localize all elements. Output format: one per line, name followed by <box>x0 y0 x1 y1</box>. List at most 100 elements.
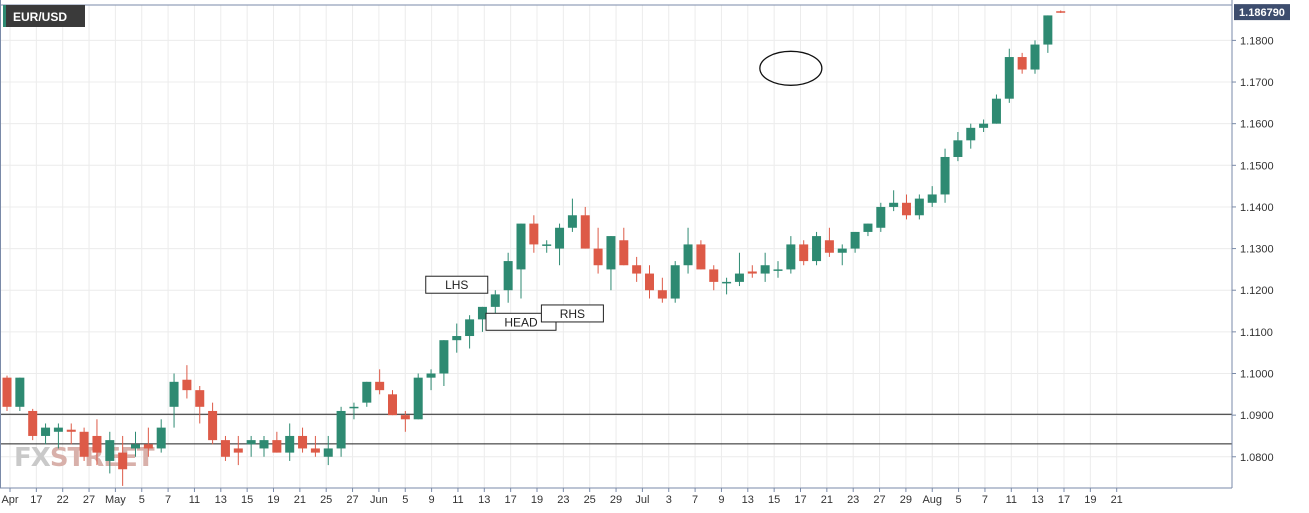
candle-bearish <box>696 244 706 270</box>
candle-bearish <box>272 440 282 453</box>
x-tick-label: 25 <box>320 494 332 506</box>
candle-bullish <box>349 406 359 409</box>
candle-bearish <box>182 379 192 391</box>
candle-bearish <box>400 415 410 420</box>
y-tick-label: 1.1600 <box>1240 119 1274 131</box>
candle-bullish <box>516 223 526 270</box>
y-tick-label: 1.1400 <box>1240 202 1274 214</box>
x-tick-label: 7 <box>165 494 171 506</box>
candle-bullish <box>683 244 693 266</box>
annotation-box <box>425 275 489 294</box>
symbol-badge-accent <box>3 5 6 27</box>
x-tick-label: 7 <box>982 494 988 506</box>
candle-bullish <box>940 156 950 195</box>
grid-lines <box>0 5 1232 488</box>
candle-bullish <box>439 340 449 374</box>
x-tick-label: 17 <box>1058 494 1070 506</box>
x-tick-label: 17 <box>30 494 42 506</box>
x-tick-label: 9 <box>718 494 724 506</box>
x-tick-label: 15 <box>768 494 780 506</box>
candle-bullish <box>979 123 989 128</box>
y-tick-label: 1.1700 <box>1240 77 1274 89</box>
x-tick-label: Apr <box>1 494 18 506</box>
candle-bullish <box>966 127 976 141</box>
candle-bullish <box>131 444 140 449</box>
candle-bullish <box>889 202 899 207</box>
candle-bullish <box>362 381 372 403</box>
candle-bullish <box>991 98 1001 124</box>
x-tick-label: 29 <box>900 494 912 506</box>
candle-bullish <box>426 373 436 378</box>
x-tick-label: 21 <box>294 494 306 506</box>
candles <box>2 10 1066 486</box>
y-tick-label: 1.1500 <box>1240 160 1274 172</box>
current-price-label: 1.186790 <box>1239 7 1285 19</box>
candle-bullish <box>477 306 487 320</box>
watermark-part-fx: FX <box>14 443 51 473</box>
candle-bullish <box>156 427 166 449</box>
candle-bullish <box>336 410 346 449</box>
candle-bullish <box>503 261 513 291</box>
candle-bullish <box>490 294 500 307</box>
annotation-label: HEAD <box>504 315 538 329</box>
x-tick-label: 22 <box>57 494 69 506</box>
candle-bearish <box>79 431 89 457</box>
annotation-label: RHS <box>560 307 585 321</box>
y-tick-label: 1.0800 <box>1240 452 1274 464</box>
candle-bullish <box>542 244 552 246</box>
x-tick-label: Aug <box>922 494 942 506</box>
x-tick-label: 13 <box>478 494 490 506</box>
candle-bearish <box>709 269 719 282</box>
x-tick-label: 13 <box>215 494 227 506</box>
x-tick-label: 21 <box>821 494 833 506</box>
candle-bullish <box>927 194 937 203</box>
x-tick-label: 25 <box>584 494 596 506</box>
candle-bullish <box>246 440 256 445</box>
candle-bullish <box>850 231 860 249</box>
candle-bullish <box>285 435 295 453</box>
candle-bearish <box>1056 11 1066 13</box>
candle-bearish <box>799 244 809 262</box>
candle-bullish <box>323 448 333 457</box>
candle-bullish <box>465 319 475 337</box>
candle-bearish <box>92 435 102 453</box>
x-tick-label: 15 <box>241 494 253 506</box>
candle-bearish <box>580 215 590 249</box>
x-tick-label: 17 <box>794 494 806 506</box>
x-tick-label: 27 <box>873 494 885 506</box>
candle-bearish <box>298 435 308 449</box>
x-tick-label: 11 <box>1006 494 1017 506</box>
x-tick-label: 7 <box>692 494 698 506</box>
candle-bullish <box>169 381 179 407</box>
x-tick-label: 27 <box>346 494 358 506</box>
candle-bullish <box>722 281 732 284</box>
candle-bearish <box>388 394 397 416</box>
candle-bearish <box>375 381 385 391</box>
x-tick-label: 11 <box>452 494 463 506</box>
x-tick-label: 19 <box>531 494 543 506</box>
candle-bearish <box>593 248 603 266</box>
candle-bearish <box>2 377 12 407</box>
candle-bearish <box>747 271 757 274</box>
candle-bearish <box>143 444 153 449</box>
x-tick-label: 29 <box>610 494 622 506</box>
candle-bullish <box>555 227 565 249</box>
x-tick-label: 13 <box>742 494 754 506</box>
candle-bullish <box>953 140 963 157</box>
y-tick-label: 1.1200 <box>1240 285 1274 297</box>
candle-bullish <box>259 440 269 449</box>
x-tick-label: 19 <box>1084 494 1096 506</box>
x-tick-label: 21 <box>1111 494 1123 506</box>
x-tick-label: 3 <box>666 494 672 506</box>
candle-bullish <box>773 269 783 271</box>
candle-bearish <box>28 410 38 436</box>
candle-bearish <box>529 223 539 245</box>
candle-bearish <box>645 273 654 291</box>
candle-bullish <box>567 215 577 228</box>
symbol-label: EUR/USD <box>13 10 67 24</box>
candle-bullish <box>863 223 873 232</box>
candle-bullish <box>837 248 847 253</box>
x-tick-label: 17 <box>505 494 517 506</box>
candle-bullish <box>1030 44 1040 70</box>
